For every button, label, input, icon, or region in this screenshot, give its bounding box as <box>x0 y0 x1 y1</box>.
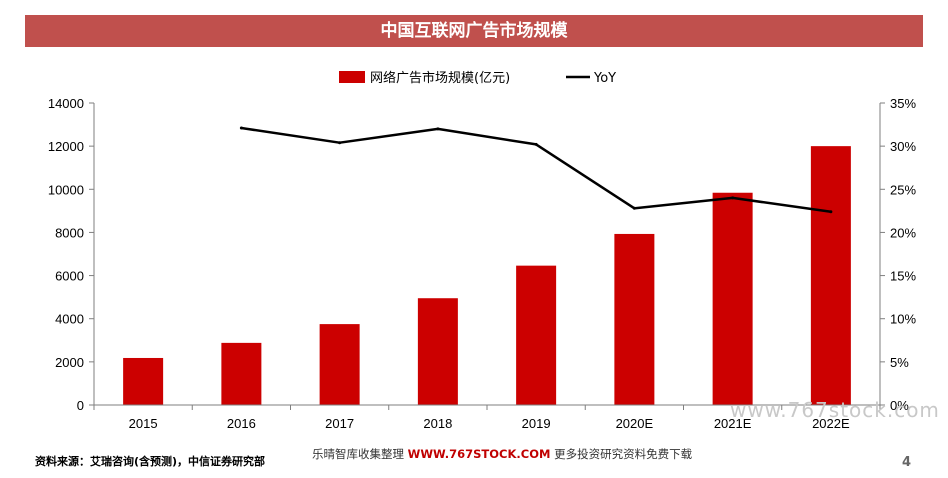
bar-2017 <box>319 324 360 405</box>
y-left-tick-label: 0 <box>77 398 84 413</box>
x-tick-label: 2016 <box>227 416 256 431</box>
x-tick-label: 2020E <box>616 416 654 431</box>
x-tick-label: 2018 <box>423 416 452 431</box>
y-right-tick-label: 20% <box>890 225 916 240</box>
yoy-point-2021E <box>731 196 735 200</box>
y-left-tick-label: 2000 <box>55 355 84 370</box>
y-right-tick-label: 0% <box>890 398 909 413</box>
bar-2019 <box>516 265 557 405</box>
x-tick-label: 2015 <box>129 416 158 431</box>
bar-2018 <box>417 298 458 405</box>
yoy-point-2022E <box>829 210 833 214</box>
y-left-tick-label: 10000 <box>48 182 84 197</box>
y-right-tick-label: 15% <box>890 269 916 284</box>
yoy-point-2019 <box>534 142 538 146</box>
source-note: 资料来源：艾瑞咨询(含预测)，中信证券研究部 <box>35 455 266 468</box>
legend-label-bar: 网络广告市场规模(亿元) <box>370 70 510 86</box>
footer-brand-link[interactable]: WWW.767STOCK.COM <box>407 447 551 461</box>
yoy-point-2020E <box>632 206 636 210</box>
y-right-tick-label: 30% <box>890 139 916 154</box>
chart-title: 中国互联网广告市场规模 <box>25 15 923 47</box>
y-left-tick-label: 8000 <box>55 225 84 240</box>
y-right-tick-label: 5% <box>890 355 909 370</box>
bar-2015 <box>123 357 164 405</box>
watermark: www.767stock.com <box>730 398 940 422</box>
page-number: 4 <box>902 455 912 470</box>
footer-prefix: 乐晴智库收集整理 <box>312 447 404 461</box>
legend-label-line: YoY <box>593 71 616 86</box>
x-tick-label: 2021E <box>714 416 752 431</box>
axes: 0 2000 4000 6000 8000 10000 12000 14000 0% 5% 10% 1… <box>48 96 917 431</box>
y-right-tick-label: 25% <box>890 182 916 197</box>
bar-2021E <box>712 192 753 405</box>
y-left-tick-label: 14000 <box>48 96 84 111</box>
yoy-line <box>241 126 832 213</box>
footer-credit: 乐晴智库收集整理 WWW.767STOCK.COM 更多投资研究资料免费下载 <box>312 446 692 462</box>
x-tick-label: 2017 <box>325 416 354 431</box>
y-left-tick-label: 4000 <box>55 312 84 327</box>
bar-2020E <box>614 233 655 405</box>
yoy-point-2016 <box>239 126 243 130</box>
bar-series <box>123 146 851 405</box>
y-left-tick-label: 12000 <box>48 139 84 154</box>
bar-2016 <box>221 342 262 405</box>
yoy-point-2018 <box>436 127 440 131</box>
line-series <box>239 126 833 214</box>
x-tick-label: 2019 <box>522 416 551 431</box>
y-left-tick-label: 6000 <box>55 269 84 284</box>
footer-suffix: 更多投资研究资料免费下载 <box>554 447 693 461</box>
x-tick-label: 2022E <box>812 416 850 431</box>
y-right-tick-label: 10% <box>890 312 916 327</box>
legend: 网络广告市场规模(亿元) YoY <box>339 70 616 86</box>
bar-2022E <box>810 146 851 405</box>
yoy-point-2017 <box>338 141 342 145</box>
y-right-tick-label: 35% <box>890 96 916 111</box>
legend-swatch-bar <box>339 71 365 83</box>
